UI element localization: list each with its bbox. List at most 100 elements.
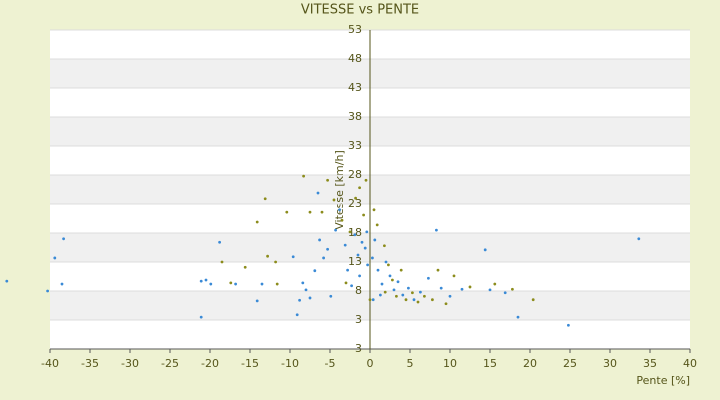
point <box>637 237 641 241</box>
point <box>354 196 357 200</box>
point <box>298 298 301 302</box>
point <box>444 302 448 306</box>
point <box>356 253 360 257</box>
point <box>387 263 390 267</box>
point <box>301 281 305 285</box>
point <box>388 274 392 278</box>
point <box>412 298 416 302</box>
point <box>416 300 420 304</box>
point <box>436 268 440 272</box>
y-tick-label: 33 <box>348 139 362 152</box>
point <box>263 197 267 201</box>
point <box>366 263 369 267</box>
point <box>204 278 208 282</box>
point <box>483 248 487 252</box>
point <box>326 178 329 182</box>
point <box>407 286 410 290</box>
point <box>383 290 387 294</box>
point <box>304 288 308 292</box>
point <box>358 274 361 278</box>
x-tick-label: -40 <box>41 357 59 370</box>
x-tick-label: -20 <box>201 357 219 370</box>
point <box>452 274 456 278</box>
point <box>439 286 443 290</box>
point <box>503 291 507 295</box>
point <box>383 244 386 248</box>
point <box>220 260 224 264</box>
point <box>380 282 384 286</box>
point <box>295 313 299 317</box>
point <box>488 288 492 292</box>
point <box>396 280 400 284</box>
x-tick-label: -15 <box>241 357 259 370</box>
point <box>318 238 321 242</box>
y-tick-label: 3 <box>355 313 362 326</box>
point <box>340 218 344 222</box>
point <box>53 256 57 260</box>
x-tick-label: -30 <box>121 357 139 370</box>
point <box>468 285 472 289</box>
point <box>255 220 259 224</box>
point <box>338 208 341 212</box>
point <box>371 256 374 260</box>
point <box>329 294 333 298</box>
point <box>404 298 408 302</box>
point <box>531 298 535 302</box>
point <box>334 228 337 232</box>
point <box>423 294 426 298</box>
point <box>308 210 312 214</box>
point <box>348 230 352 234</box>
point <box>511 287 514 291</box>
point <box>376 268 380 272</box>
point <box>379 293 382 297</box>
x-tick-label: 15 <box>483 357 497 370</box>
point <box>358 186 361 190</box>
point <box>316 191 320 195</box>
x-tick-label: 5 <box>407 357 414 370</box>
x-tick-label: 40 <box>683 357 697 370</box>
point <box>368 298 372 302</box>
x-tick-label: 0 <box>367 357 374 370</box>
point <box>567 323 570 327</box>
point <box>343 243 347 247</box>
point <box>302 174 305 178</box>
point <box>346 268 349 272</box>
point <box>395 294 398 298</box>
point <box>365 230 369 234</box>
point <box>362 213 365 217</box>
x-axis-title: Pente [%] <box>636 374 690 387</box>
point <box>320 210 324 214</box>
y-tick-label: 48 <box>348 52 362 65</box>
point <box>229 281 233 285</box>
x-tick-label: 25 <box>563 357 577 370</box>
point <box>199 279 203 283</box>
point <box>218 240 222 244</box>
chart-title: VITESSE vs PENTE <box>301 3 419 18</box>
point <box>375 223 379 227</box>
point <box>291 255 295 259</box>
point <box>199 315 203 319</box>
point <box>350 284 353 288</box>
point <box>209 282 213 286</box>
point <box>308 296 312 300</box>
y-tick-label: 18 <box>348 226 362 239</box>
y-axis-title: Vitesse [km/h] <box>333 150 346 230</box>
point <box>353 233 357 237</box>
point <box>285 210 289 214</box>
point <box>373 238 377 242</box>
point <box>62 237 65 241</box>
point <box>260 282 264 286</box>
point <box>344 281 348 285</box>
point <box>419 290 422 294</box>
point <box>460 287 464 291</box>
point <box>516 315 520 319</box>
x-tick-label: 10 <box>443 357 457 370</box>
point <box>332 198 336 202</box>
point <box>313 269 317 273</box>
point <box>60 282 64 286</box>
point <box>243 265 247 269</box>
point <box>46 289 49 293</box>
point <box>493 282 497 286</box>
